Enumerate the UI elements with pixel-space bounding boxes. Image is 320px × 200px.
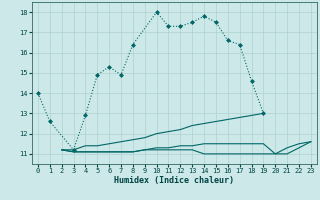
X-axis label: Humidex (Indice chaleur): Humidex (Indice chaleur) <box>115 176 234 185</box>
